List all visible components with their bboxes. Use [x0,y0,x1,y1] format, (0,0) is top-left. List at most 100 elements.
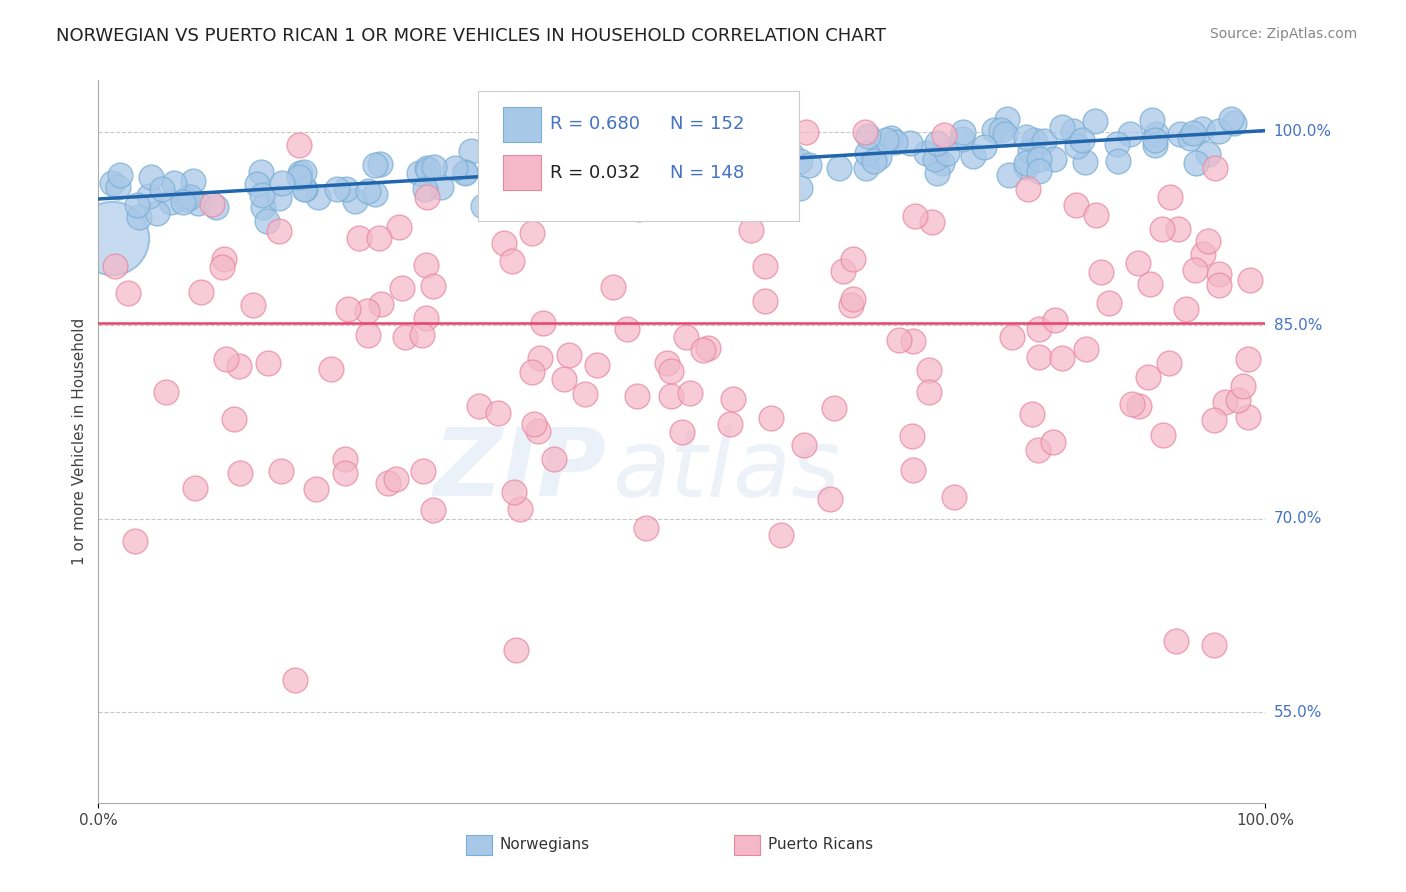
Point [537,175,560,189]
Point [627,131,650,145]
Point [1144,138,1167,153]
Point [1197,234,1219,248]
Point [839,298,862,312]
Point [249,165,271,179]
Point [1033,134,1056,148]
Point [444,161,467,176]
Point [789,181,811,195]
Point [246,177,269,191]
Text: 85.0%: 85.0% [1274,318,1322,333]
Point [543,451,565,466]
Point [641,148,664,162]
Point [1170,127,1192,141]
Point [222,412,245,426]
Point [1042,435,1064,450]
Point [163,177,186,191]
Point [880,130,903,145]
Point [793,438,815,452]
Point [925,136,948,150]
Point [585,179,607,194]
Point [628,202,651,216]
Point [287,138,309,153]
Point [875,133,897,147]
Point [321,361,343,376]
Point [1159,190,1181,204]
Point [576,161,599,175]
Point [187,196,209,211]
Point [900,429,922,443]
Point [104,259,127,273]
Point [292,165,315,179]
Point [789,154,811,169]
Point [619,189,641,203]
Point [1136,370,1159,384]
Point [333,452,356,467]
Point [823,401,845,415]
Point [616,321,638,335]
Point [856,146,879,161]
Point [754,259,776,273]
Point [515,166,537,180]
Point [416,190,439,204]
Point [1181,127,1204,141]
Point [1159,356,1181,370]
Point [553,372,575,386]
Point [657,146,679,161]
Point [146,206,169,220]
Point [614,187,637,202]
Point [270,464,292,478]
Point [1152,428,1174,442]
Point [333,466,356,480]
Point [415,310,437,325]
Bar [734,835,761,855]
Point [160,195,183,210]
Point [467,399,489,413]
Bar [503,155,541,190]
Point [631,161,654,175]
Point [524,160,547,174]
Point [1062,124,1084,138]
Point [181,174,204,188]
Point [692,343,714,358]
Point [430,180,453,194]
Point [640,159,662,173]
FancyBboxPatch shape [478,91,799,221]
Point [1074,155,1097,169]
Point [918,385,941,400]
Point [675,330,697,344]
Point [759,411,782,425]
Point [326,181,349,195]
Point [364,186,387,201]
Point [1167,222,1189,236]
Point [416,161,439,175]
Point [702,146,724,161]
Point [1239,273,1261,287]
Point [138,188,160,202]
Point [1105,137,1128,152]
Point [740,223,762,237]
Point [415,259,437,273]
Point [205,200,228,214]
Point [1028,153,1050,167]
Point [522,365,544,379]
Point [645,164,668,178]
Point [454,164,477,178]
Point [1015,130,1038,145]
Point [626,389,648,403]
Point [1045,313,1067,327]
Point [505,153,527,167]
Point [983,122,1005,136]
Point [124,533,146,548]
Point [1175,302,1198,317]
Point [1140,113,1163,128]
Point [679,386,702,401]
Point [932,128,955,143]
Point [702,141,724,155]
Point [756,177,779,191]
Point [513,162,536,177]
Point [364,158,387,172]
Point [1197,147,1219,161]
Point [700,153,723,167]
Point [631,171,654,186]
Point [1121,397,1143,411]
